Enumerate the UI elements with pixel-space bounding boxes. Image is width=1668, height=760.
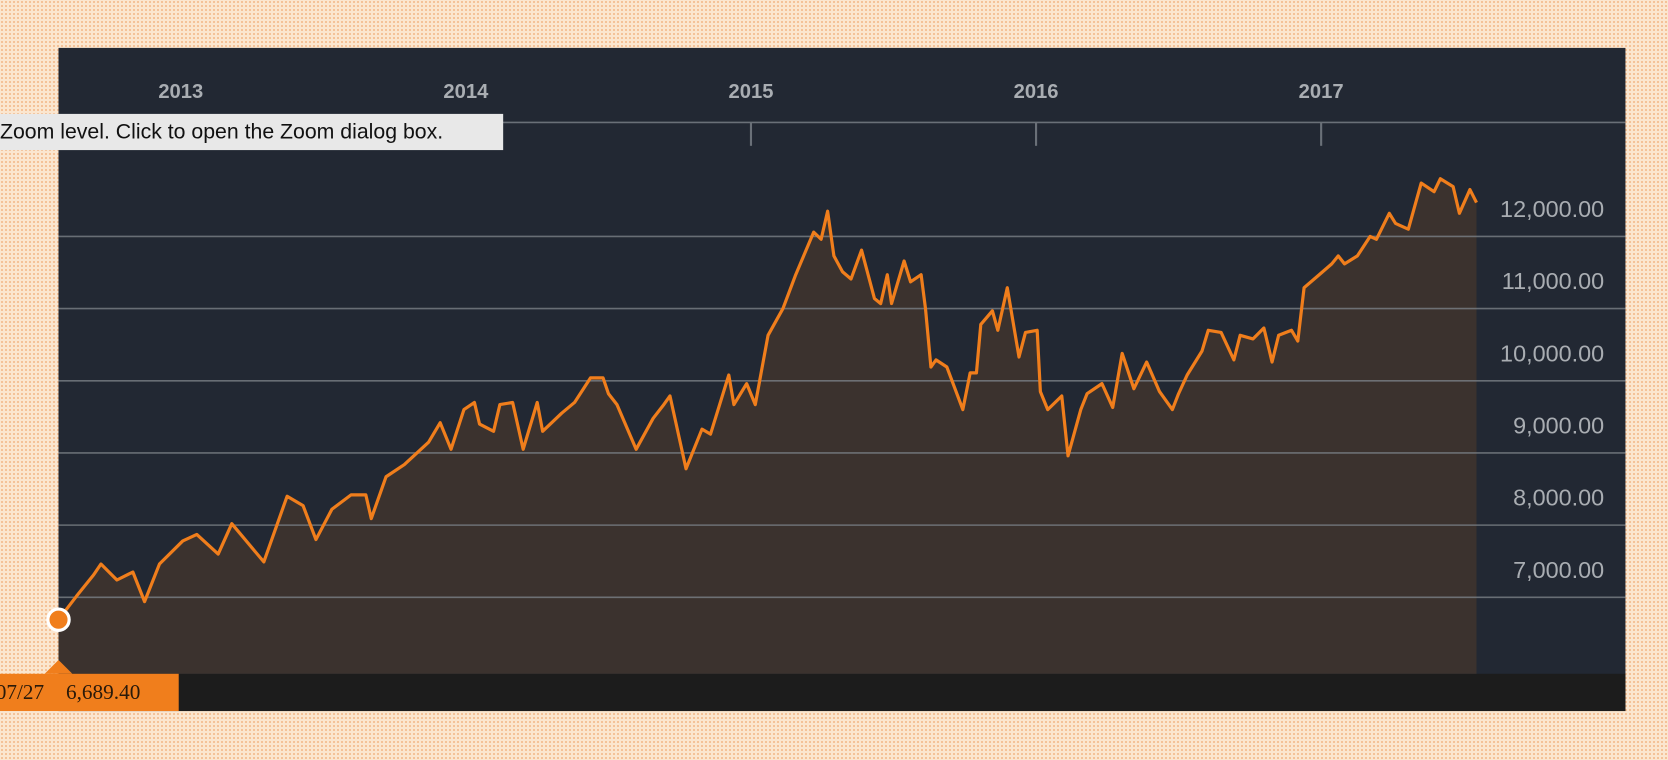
crosshair-marker: [46, 607, 71, 632]
y-tick-label: 9,000.00: [1513, 413, 1604, 439]
tooltip-box: [0, 113, 504, 151]
y-tick-label: 8,000.00: [1513, 485, 1604, 511]
crosshair-value: 6,689.40: [66, 680, 140, 704]
crosshair-date: 07/27: [0, 680, 45, 704]
y-tick-label: 11,000.00: [1502, 268, 1604, 294]
x-tick-label: 2016: [1014, 81, 1059, 103]
plot: 7,000.00 8,000.00 9,000.00 10,000.00 11,000.…: [46, 81, 1626, 674]
tooltip-text: Zoom level. Click to open the Zoom dialo…: [0, 120, 443, 144]
y-tick-label: 12,000.00: [1500, 196, 1604, 222]
y-tick-label: 7,000.00: [1513, 557, 1604, 583]
x-tick-label: 2017: [1299, 81, 1344, 103]
line: [57, 177, 1478, 621]
y-tick-label: 10,000.00: [1500, 340, 1604, 366]
x-tick-label: 2013: [158, 81, 203, 103]
x-tick-label: 2014: [443, 81, 489, 103]
crosshair-label-box: [0, 673, 179, 712]
footer-bar: [58, 673, 1626, 712]
x-tick-label: 2015: [729, 81, 774, 103]
crosshair-pointer: [44, 659, 73, 674]
area: [58, 178, 1477, 674]
